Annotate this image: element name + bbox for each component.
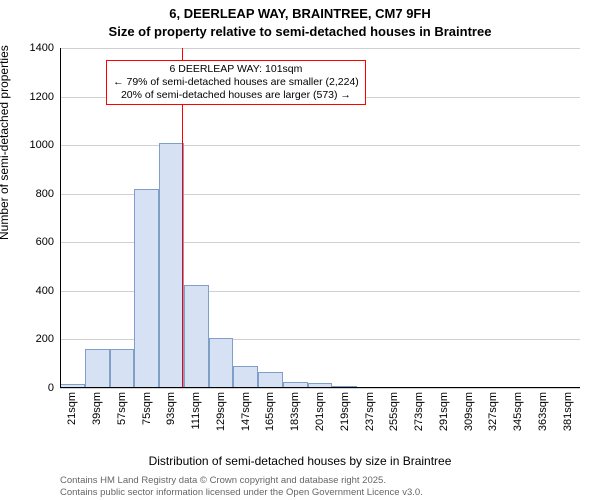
y-tick-label: 1200 [30, 91, 60, 103]
x-tick-label: 201sqm [314, 388, 326, 431]
y-tick-label: 200 [36, 333, 60, 345]
histogram-chart: 6, DEERLEAP WAY, BRAINTREE, CM7 9FH Size… [0, 0, 600, 500]
y-tick-label: 1000 [30, 139, 60, 151]
x-axis-label: Distribution of semi-detached houses by … [0, 454, 600, 468]
x-tick-label: 219sqm [339, 388, 351, 431]
x-tick-label: 21sqm [66, 388, 78, 425]
y-tick-label: 600 [36, 236, 60, 248]
x-tick-label: 147sqm [240, 388, 252, 431]
x-axis-line [60, 387, 580, 388]
x-tick-label: 129sqm [215, 388, 227, 431]
histogram-bar [184, 285, 209, 388]
x-tick-label: 39sqm [91, 388, 103, 425]
x-tick-label: 237sqm [364, 388, 376, 431]
x-tick-label: 381sqm [562, 388, 574, 431]
x-tick-label: 291sqm [438, 388, 450, 431]
histogram-bar [134, 189, 159, 388]
x-tick-label: 345sqm [512, 388, 524, 431]
histogram-bar [85, 349, 110, 388]
x-tick-label: 75sqm [141, 388, 153, 425]
x-tick-label: 111sqm [190, 388, 202, 430]
histogram-bar [209, 338, 234, 388]
x-tick-label: 183sqm [289, 388, 301, 431]
y-tick-label: 400 [36, 285, 60, 297]
x-tick-label: 93sqm [165, 388, 177, 425]
plot-area: 020040060080010001200140021sqm39sqm57sqm… [60, 48, 580, 388]
y-tick-label: 800 [36, 188, 60, 200]
histogram-bar [110, 349, 135, 388]
chart-title-line2: Size of property relative to semi-detach… [0, 24, 600, 39]
histogram-bar [159, 143, 184, 388]
gridline [60, 48, 580, 49]
y-tick-label: 0 [48, 382, 60, 394]
annotation-box: 6 DEERLEAP WAY: 101sqm ← 79% of semi-det… [106, 60, 366, 105]
histogram-bar [258, 372, 283, 388]
x-tick-label: 57sqm [116, 388, 128, 425]
y-axis-label: Number of semi-detached properties [0, 45, 11, 240]
x-tick-label: 255sqm [388, 388, 400, 431]
histogram-bar [233, 366, 258, 388]
y-tick-label: 1400 [30, 42, 60, 54]
gridline [60, 145, 580, 146]
y-axis-line [60, 48, 61, 388]
x-tick-label: 273sqm [413, 388, 425, 431]
x-tick-label: 327sqm [487, 388, 499, 431]
chart-title-line1: 6, DEERLEAP WAY, BRAINTREE, CM7 9FH [0, 6, 600, 21]
x-tick-label: 363sqm [537, 388, 549, 431]
footnote: Contains HM Land Registry data © Crown c… [60, 475, 423, 498]
x-tick-label: 309sqm [463, 388, 475, 431]
x-tick-label: 165sqm [264, 388, 276, 431]
